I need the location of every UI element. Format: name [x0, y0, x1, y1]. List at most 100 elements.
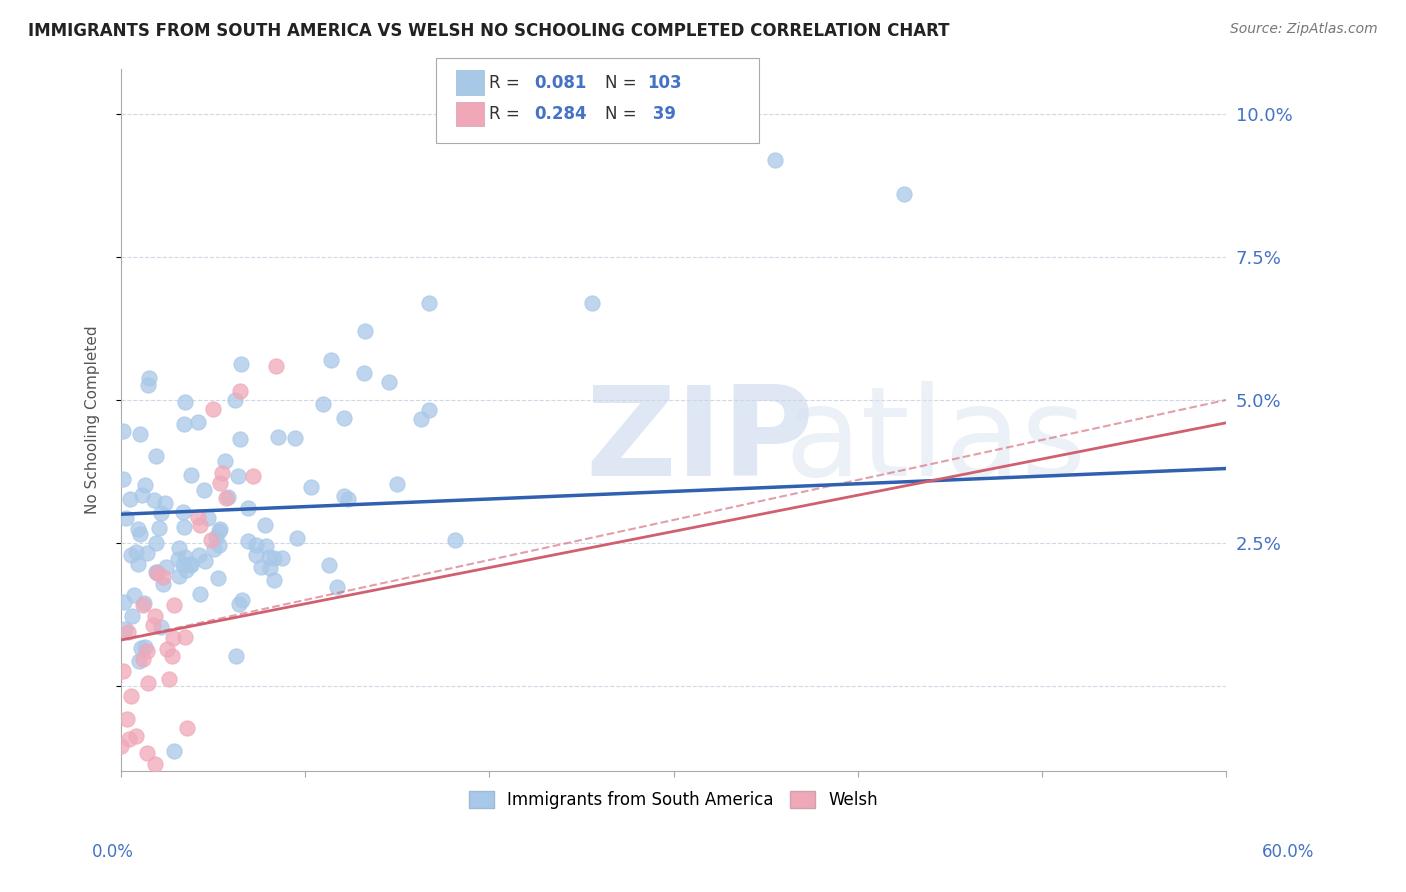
Legend: Immigrants from South America, Welsh: Immigrants from South America, Welsh — [463, 784, 884, 816]
Immigrants from South America — [229, 357, 252, 371]
Immigrants from South America — [172, 505, 194, 519]
Immigrants from South America — [197, 510, 219, 524]
Welsh — [120, 786, 142, 800]
Immigrants from South America — [409, 412, 432, 426]
Welsh — [136, 676, 159, 690]
Immigrants from South America — [337, 491, 360, 506]
Immigrants from South America — [188, 587, 211, 601]
Welsh — [132, 598, 155, 612]
Immigrants from South America — [299, 480, 322, 494]
Immigrants from South America — [418, 403, 440, 417]
Immigrants from South America — [174, 550, 197, 565]
Immigrants from South America — [155, 560, 177, 574]
Welsh — [202, 402, 225, 417]
Welsh — [163, 598, 186, 612]
Welsh — [228, 384, 250, 399]
Welsh — [132, 652, 155, 666]
Immigrants from South America — [121, 548, 143, 562]
Welsh — [118, 732, 141, 747]
Welsh — [115, 833, 138, 847]
Immigrants from South America — [180, 558, 202, 573]
Immigrants from South America — [226, 468, 249, 483]
Welsh — [162, 648, 184, 663]
Immigrants from South America — [207, 571, 229, 585]
Immigrants from South America — [134, 640, 156, 654]
Welsh — [211, 466, 233, 480]
Immigrants from South America — [443, 533, 465, 547]
Text: N =: N = — [605, 104, 641, 123]
Welsh — [174, 630, 197, 644]
Immigrants from South America — [271, 550, 294, 565]
Immigrants from South America — [180, 468, 202, 483]
Immigrants from South America — [208, 522, 231, 536]
Immigrants from South America — [418, 296, 440, 310]
Immigrants from South America — [145, 449, 167, 463]
Immigrants from South America — [245, 538, 267, 552]
Welsh — [264, 359, 287, 373]
Immigrants from South America — [150, 620, 173, 634]
Text: IMMIGRANTS FROM SOUTH AMERICA VS WELSH NO SCHOOLING COMPLETED CORRELATION CHART: IMMIGRANTS FROM SOUTH AMERICA VS WELSH N… — [28, 22, 949, 40]
Immigrants from South America — [238, 533, 260, 548]
Immigrants from South America — [259, 561, 281, 575]
Welsh — [156, 642, 179, 657]
Immigrants from South America — [127, 522, 149, 536]
Immigrants from South America — [194, 554, 217, 568]
Immigrants from South America — [893, 187, 915, 202]
Immigrants from South America — [150, 506, 173, 520]
Immigrants from South America — [318, 558, 340, 572]
Welsh — [120, 689, 142, 703]
Immigrants from South America — [193, 483, 215, 497]
Welsh — [187, 510, 209, 524]
Text: atlas: atlas — [785, 381, 1087, 501]
Immigrants from South America — [145, 536, 167, 550]
Immigrants from South America — [263, 573, 285, 587]
Immigrants from South America — [208, 539, 231, 553]
Immigrants from South America — [174, 563, 197, 577]
Immigrants from South America — [115, 511, 138, 525]
Immigrants from South America — [231, 593, 253, 607]
Text: R =: R = — [489, 73, 526, 92]
Immigrants from South America — [332, 411, 354, 425]
Immigrants from South America — [257, 549, 280, 564]
Immigrants from South America — [122, 588, 145, 602]
Immigrants from South America — [120, 491, 142, 506]
Immigrants from South America — [128, 654, 150, 668]
Welsh — [142, 618, 165, 632]
Immigrants from South America — [134, 477, 156, 491]
Immigrants from South America — [111, 424, 134, 438]
Immigrants from South America — [128, 527, 150, 541]
Text: 0.284: 0.284 — [534, 104, 586, 123]
Text: Source: ZipAtlas.com: Source: ZipAtlas.com — [1230, 22, 1378, 37]
Immigrants from South America — [148, 521, 170, 535]
Immigrants from South America — [224, 392, 246, 407]
Immigrants from South America — [321, 353, 343, 368]
Immigrants from South America — [136, 377, 159, 392]
Immigrants from South America — [263, 551, 285, 566]
Immigrants from South America — [187, 549, 209, 563]
Immigrants from South America — [285, 531, 308, 545]
Immigrants from South America — [217, 491, 239, 505]
Text: 103: 103 — [647, 73, 682, 92]
Welsh — [176, 721, 198, 735]
Welsh — [146, 566, 169, 581]
Immigrants from South America — [131, 488, 153, 502]
Immigrants from South America — [166, 551, 188, 566]
Immigrants from South America — [138, 371, 160, 385]
Immigrants from South America — [172, 558, 194, 573]
Immigrants from South America — [146, 565, 169, 579]
Immigrants from South America — [354, 324, 377, 338]
Immigrants from South America — [378, 376, 401, 390]
Immigrants from South America — [173, 417, 195, 432]
Immigrants from South America — [214, 454, 236, 468]
Welsh — [117, 712, 139, 726]
Text: N =: N = — [605, 73, 641, 92]
Welsh — [112, 665, 135, 679]
Welsh — [110, 739, 132, 753]
Immigrants from South America — [228, 432, 250, 446]
Welsh — [124, 797, 146, 812]
Immigrants from South America — [208, 524, 231, 538]
Immigrants from South America — [284, 431, 307, 445]
Welsh — [200, 533, 222, 547]
Immigrants from South America — [581, 295, 603, 310]
Welsh — [131, 778, 153, 792]
